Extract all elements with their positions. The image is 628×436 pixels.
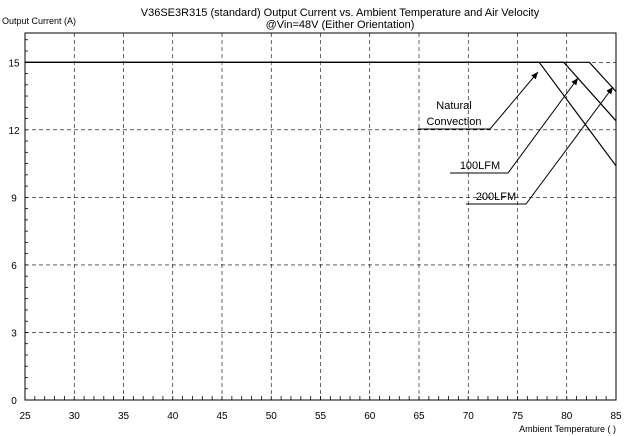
y-tick-label: 0 [11,396,17,407]
leader-200lfm [466,86,614,205]
x-tick-label: 35 [118,411,130,422]
x-tick-label: 85 [610,411,622,422]
x-axis-label: Ambient Temperature ( ) [519,424,616,434]
y-tick-label: 15 [8,58,20,69]
y-tick-labels: 0 3 6 9 12 15 [8,58,20,407]
y-axis-label: Output Current (A) [2,16,76,26]
plot-frame [24,32,617,401]
x-tick-label: 70 [463,411,475,422]
chart-title-line1: V36SE3R315 (standard) Output Current vs.… [141,7,540,19]
y-tick-label: 9 [11,193,17,204]
y-tick-label: 3 [11,328,17,339]
y-tick-label: 6 [11,261,17,272]
x-tick-label: 55 [315,411,327,422]
leader-100lfm [450,77,579,174]
annotation-100lfm: 100LFM [460,160,500,172]
annotation-natural-convection-line2: Convection [426,116,481,128]
annotation-leaders [418,71,614,205]
x-tick-labels: 25 30 35 40 45 50 55 60 65 70 75 80 85 [19,411,622,422]
minor-ticks [24,39,617,401]
leader-natural-convection [418,71,539,130]
x-tick-label: 25 [19,411,31,422]
chart-title-line2: @Vin=48V (Either Orientation) [266,19,415,31]
leader-natural-convection-arrowhead [531,72,538,80]
x-tick-label: 60 [364,411,376,422]
series-lines [25,61,617,167]
x-tick-label: 75 [512,411,524,422]
x-tick-label: 50 [266,411,278,422]
y-tick-label: 12 [8,126,20,137]
x-tick-label: 80 [561,411,573,422]
grid-lines [25,33,616,400]
x-tick-label: 30 [69,411,81,422]
series-line-200lfm [25,61,617,92]
annotation-200lfm: 200LFM [476,191,516,203]
annotation-natural-convection-line1: Natural [436,100,471,112]
x-tick-label: 65 [413,411,425,422]
x-tick-label: 40 [167,411,179,422]
leader-100lfm-arrowhead [571,78,578,86]
leader-200lfm-arrowhead [606,87,613,95]
x-tick-label: 45 [216,411,228,422]
